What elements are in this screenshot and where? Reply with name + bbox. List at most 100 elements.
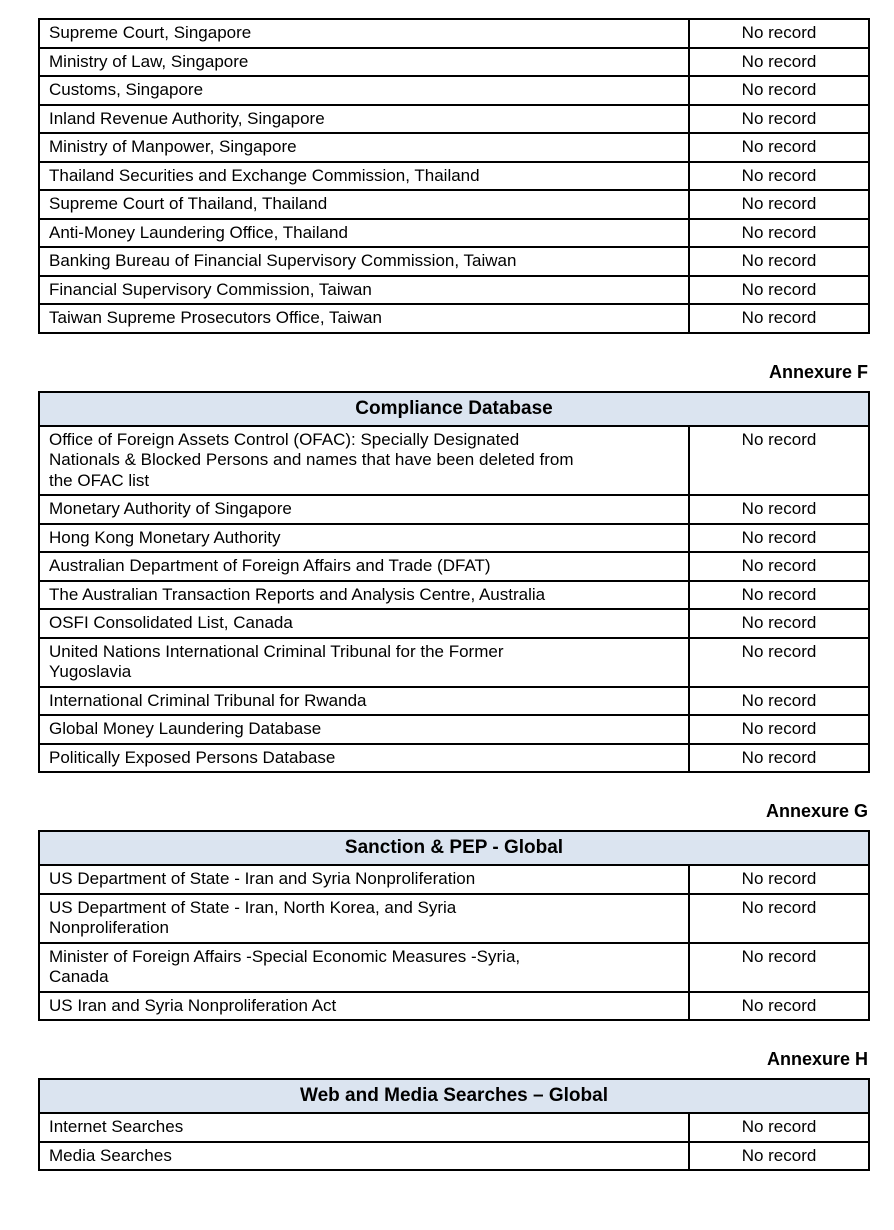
source-cell: Supreme Court of Thailand, Thailand [38,189,690,220]
result-cell: No record [688,551,870,582]
table-row: US Department of State - Iran and Syria … [38,864,870,895]
results-table-regulatory: Supreme Court, Singapore No record Ministr… [38,18,870,334]
result-cell: No record [688,608,870,639]
source-cell: OSFI Consolidated List, Canada [38,608,690,639]
source-cell: Banking Bureau of Financial Supervisory … [38,246,690,277]
result-cell: No record [687,1140,871,1171]
result-cell: No record [687,1112,871,1143]
source-cell: Internet Searches [38,1112,690,1143]
table-header-row: Web and Media Searches – Global [37,1078,871,1114]
table-body: Office of Foreign Assets Control (OFAC):… [38,424,870,773]
result-cell: No record [688,274,870,305]
table-row: Media Searches No record [38,1140,871,1171]
result-cell: No record [688,189,870,220]
annexure-h-label: Annexure H [766,1049,868,1069]
result-cell: No record [688,522,870,553]
table-row: US Department of State - Iran, North Kor… [38,892,870,944]
result-cell: No record [688,132,870,163]
table-row: Banking Bureau of Financial Supervisory … [38,246,870,277]
table-row: United Nations International Criminal Tr… [38,636,870,688]
results-table-sanction-pep: Sanction & PEP - Global US Department of… [38,830,870,1021]
source-cell: Office of Foreign Assets Control (OFAC):… [38,424,690,496]
result-cell: No record [688,103,870,134]
result-cell: No record [688,742,870,773]
result-cell: No record [688,714,870,745]
result-cell: No record [688,303,870,334]
screening-table-continued: Supreme Court, Singapore No record Ministr… [38,18,870,334]
source-cell: Thailand Securities and Exchange Commiss… [38,160,690,191]
source-cell: International Criminal Tribunal for Rwan… [38,685,690,716]
result-cell: No record [688,941,870,993]
table-row: Inland Revenue Authority, Singapore No re… [38,103,870,134]
table-row: Customs, Singapore No record [38,75,870,106]
source-cell: Politically Exposed Persons Database [38,742,690,773]
table-row: Supreme Court of Thailand, Thailand No re… [38,189,870,220]
source-cell: Financial Supervisory Commission, Taiwan [38,274,690,305]
annexure-f-label: Annexure F [768,361,868,382]
results-table-compliance: Compliance Database Office of Foreign As… [38,390,870,774]
table-row: The Australian Transaction Reports and A… [38,579,870,610]
source-cell: Ministry of Manpower, Singapore [38,132,690,163]
source-cell: United Nations International Criminal Tr… [38,636,690,688]
table-row: Australian Department of Foreign Affairs… [38,551,870,582]
result-cell: No record [688,75,870,106]
result-cell: No record [688,46,870,77]
table-title-sanction-pep: Sanction & PEP - Global [38,830,870,866]
result-cell: No record [688,990,870,1021]
source-cell: Anti-Money Laundering Office, Thailand [38,217,690,248]
result-cell: No record [688,217,870,248]
result-cell: No record [688,424,870,496]
source-cell: The Australian Transaction Reports and A… [38,579,690,610]
table-body: Supreme Court, Singapore No record Ministr… [38,18,870,334]
table-body: Internet Searches No record Media Searches… [38,1112,871,1171]
table-title-web-media: Web and Media Searches – Global [37,1078,871,1114]
results-table-web-media: Web and Media Searches – Global Internet… [37,1078,871,1171]
table-row: Anti-Money Laundering Office, Thailand No… [38,217,870,248]
source-cell: US Iran and Syria Nonproliferation Act [38,990,690,1021]
source-cell: Customs, Singapore [38,75,690,106]
result-cell: No record [688,685,870,716]
source-cell: Global Money Laundering Database [38,714,690,745]
result-cell: No record [688,160,870,191]
source-cell: Ministry of Law, Singapore [38,46,690,77]
table-row: Ministry of Law, Singapore No record [38,46,870,77]
document-page: Supreme Court, Singapore No record Ministr… [37,18,871,1171]
table-row: Thailand Securities and Exchange Commiss… [38,160,870,191]
source-cell: Media Searches [38,1140,690,1171]
web-media-searches-table: Web and Media Searches – Global Internet… [37,1078,871,1171]
result-cell: No record [688,892,870,944]
source-cell: Monetary Authority of Singapore [38,494,690,525]
table-row: Taiwan Supreme Prosecutors Office, Taiwa… [38,303,870,334]
result-cell: No record [688,579,870,610]
table-row: Internet Searches No record [38,1112,871,1143]
table-row: International Criminal Tribunal for Rwan… [38,685,870,716]
source-cell: Taiwan Supreme Prosecutors Office, Taiwa… [38,303,690,334]
result-cell: No record [688,494,870,525]
source-cell: Inland Revenue Authority, Singapore [38,103,690,134]
source-cell: US Department of State - Iran and Syria … [38,864,690,895]
table-header-row: Compliance Database [38,390,870,427]
source-cell: Minister of Foreign Affairs -Special Eco… [38,941,690,993]
table-body: US Department of State - Iran and Syria … [38,864,870,1021]
annexure-g-label: Annexure G [765,801,868,821]
table-row: Politically Exposed Persons Database No r… [38,742,870,773]
table-row: Ministry of Manpower, Singapore No record [38,132,870,163]
table-row: Global Money Laundering Database No recor… [38,714,870,745]
source-cell: Hong Kong Monetary Authority [38,522,690,553]
table-row: Monetary Authority of Singapore No record [38,494,870,525]
table-row: OSFI Consolidated List, Canada No record [38,608,870,639]
table-row: Financial Supervisory Commission, Taiwan… [38,274,870,305]
table-row: Office of Foreign Assets Control (OFAC):… [38,424,870,496]
source-cell: Supreme Court, Singapore [38,18,690,49]
result-cell: No record [688,864,870,895]
table-title-compliance-database: Compliance Database [38,390,870,427]
source-cell: Australian Department of Foreign Affairs… [38,551,690,582]
sanction-pep-table: Sanction & PEP - Global US Department of… [38,830,870,1021]
table-row: Supreme Court, Singapore No record [38,18,870,49]
result-cell: No record [688,636,870,688]
table-row: Minister of Foreign Affairs -Special Eco… [38,941,870,993]
table-row: US Iran and Syria Nonproliferation Act No… [38,990,870,1021]
table-row: Hong Kong Monetary Authority No record [38,522,870,553]
result-cell: No record [688,246,870,277]
source-cell: US Department of State - Iran, North Kor… [38,892,690,944]
